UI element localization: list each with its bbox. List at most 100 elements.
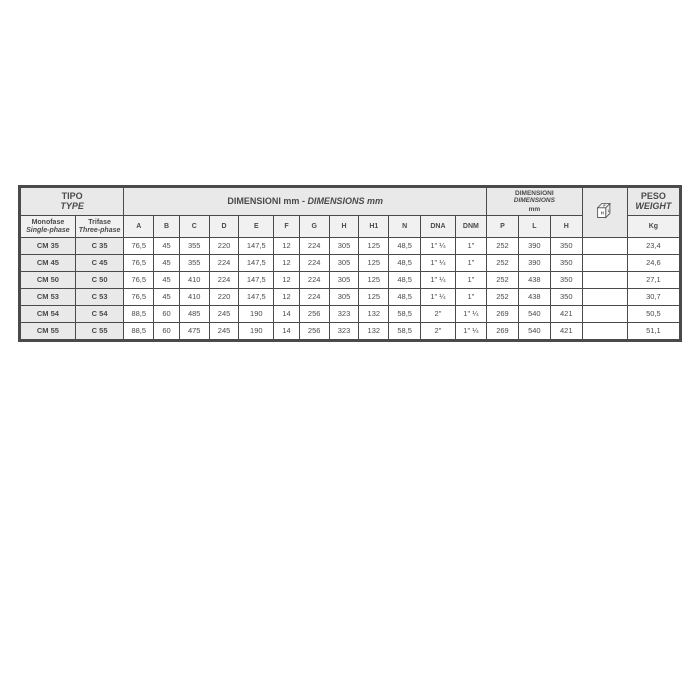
cell-dim: 58,5 <box>389 306 421 323</box>
cell-dim: 2" <box>421 306 456 323</box>
cell-kg: 27,1 <box>627 272 679 289</box>
cell-dim: 60 <box>154 323 180 340</box>
table-row: CM 45C 4576,545355224147,51222430512548,… <box>21 255 680 272</box>
hdr-peso: PESO WEIGHT <box>627 188 679 216</box>
sub-monofase-en: Single-phase <box>21 227 75 234</box>
cell-dim: 88,5 <box>124 323 154 340</box>
cell-monofase: CM 50 <box>21 272 76 289</box>
cell-dim: 305 <box>329 255 359 272</box>
cell-dim: 45 <box>154 255 180 272</box>
cell-box: 390 <box>518 255 550 272</box>
cell-dim: 48,5 <box>389 272 421 289</box>
cell-dim: 48,5 <box>389 238 421 255</box>
table-row: CM 53C 5376,545410220147,51222430512548,… <box>21 289 680 306</box>
cell-dim: 190 <box>239 306 274 323</box>
cell-dim: 323 <box>329 323 359 340</box>
cell-box: 350 <box>550 255 582 272</box>
cell-box: 350 <box>550 272 582 289</box>
cell-dim: 1" ¼ <box>421 238 456 255</box>
col-P: P <box>487 216 519 238</box>
cell-dim: 224 <box>209 272 239 289</box>
cell-dim: 224 <box>209 255 239 272</box>
cell-box: 252 <box>487 238 519 255</box>
cell-dim: 355 <box>179 255 209 272</box>
cell-dim: 12 <box>274 238 300 255</box>
cell-dim: 147,5 <box>239 272 274 289</box>
cell-dim: 410 <box>179 272 209 289</box>
sub-monofase: Monofase Single-phase <box>21 216 76 238</box>
cell-dim: 14 <box>274 306 300 323</box>
cell-box: 350 <box>550 238 582 255</box>
hdr-dimbox-unit: mm <box>529 206 541 213</box>
cell-box: 269 <box>487 323 519 340</box>
cell-trifase: C 35 <box>75 238 124 255</box>
cell-dim: 224 <box>299 255 329 272</box>
col-G: G <box>299 216 329 238</box>
dimensions-table-container: TIPO TYPE DIMENSIONI mm - DIMENSIONS mm … <box>18 185 682 342</box>
cell-dim: 1" <box>455 255 486 272</box>
cell-dim: 76,5 <box>124 272 154 289</box>
cell-dim: 58,5 <box>389 323 421 340</box>
cell-box: 390 <box>518 238 550 255</box>
table-row: CM 35C 3576,545355220147,51222430512548,… <box>21 238 680 255</box>
cell-monofase: CM 35 <box>21 238 76 255</box>
cell-dim: 1" ¼ <box>421 255 456 272</box>
col-F: F <box>274 216 300 238</box>
cell-dim: 45 <box>154 289 180 306</box>
cell-monofase: CM 45 <box>21 255 76 272</box>
cell-dim: 132 <box>359 323 389 340</box>
cell-dim: 245 <box>209 323 239 340</box>
cell-cube-blank <box>582 255 627 272</box>
cell-dim: 224 <box>299 289 329 306</box>
cell-dim: 1" <box>455 238 486 255</box>
col-D: D <box>209 216 239 238</box>
cell-cube-blank <box>582 272 627 289</box>
cell-dim: 12 <box>274 289 300 306</box>
cube-icon: H L P <box>595 202 615 220</box>
cell-dim: 475 <box>179 323 209 340</box>
cell-dim: 76,5 <box>124 238 154 255</box>
cell-kg: 24,6 <box>627 255 679 272</box>
cell-dim: 410 <box>179 289 209 306</box>
col-Hbox: H <box>550 216 582 238</box>
col-C: C <box>179 216 209 238</box>
cell-dim: 245 <box>209 306 239 323</box>
cell-box: 421 <box>550 306 582 323</box>
dimensions-table: TIPO TYPE DIMENSIONI mm - DIMENSIONS mm … <box>20 187 680 340</box>
cell-dim: 256 <box>299 306 329 323</box>
col-H1: H1 <box>359 216 389 238</box>
hdr-peso-en: WEIGHT <box>628 202 679 211</box>
cell-dim: 12 <box>274 272 300 289</box>
cell-dim: 12 <box>274 255 300 272</box>
cell-box: 252 <box>487 272 519 289</box>
hdr-dim-it: DIMENSIONI mm <box>227 196 299 206</box>
cell-kg: 50,5 <box>627 306 679 323</box>
svg-text:L: L <box>607 209 609 213</box>
hdr-dimensioni: DIMENSIONI mm - DIMENSIONS mm <box>124 188 487 216</box>
cell-cube-blank <box>582 323 627 340</box>
cell-dim: 147,5 <box>239 289 274 306</box>
cell-dim: 1" ¼ <box>421 272 456 289</box>
cell-dim: 125 <box>359 272 389 289</box>
cell-trifase: C 50 <box>75 272 124 289</box>
sub-trifase: Trifase Three-phase <box>75 216 124 238</box>
cell-box: 269 <box>487 306 519 323</box>
cell-dim: 14 <box>274 323 300 340</box>
table-row: CM 50C 5076,545410224147,51222430512548,… <box>21 272 680 289</box>
col-L: L <box>518 216 550 238</box>
cell-dim: 305 <box>329 272 359 289</box>
cell-box: 438 <box>518 272 550 289</box>
svg-text:H: H <box>601 211 604 216</box>
col-A: A <box>124 216 154 238</box>
cell-dim: 485 <box>179 306 209 323</box>
cell-box: 350 <box>550 289 582 306</box>
col-Kg: Kg <box>627 216 679 238</box>
col-DNA: DNA <box>421 216 456 238</box>
sub-trifase-en: Three-phase <box>76 227 124 234</box>
cell-box: 252 <box>487 255 519 272</box>
cell-dim: 88,5 <box>124 306 154 323</box>
cell-dim: 2" <box>421 323 456 340</box>
cell-box: 540 <box>518 306 550 323</box>
cell-dim: 125 <box>359 289 389 306</box>
cell-dim: 60 <box>154 306 180 323</box>
